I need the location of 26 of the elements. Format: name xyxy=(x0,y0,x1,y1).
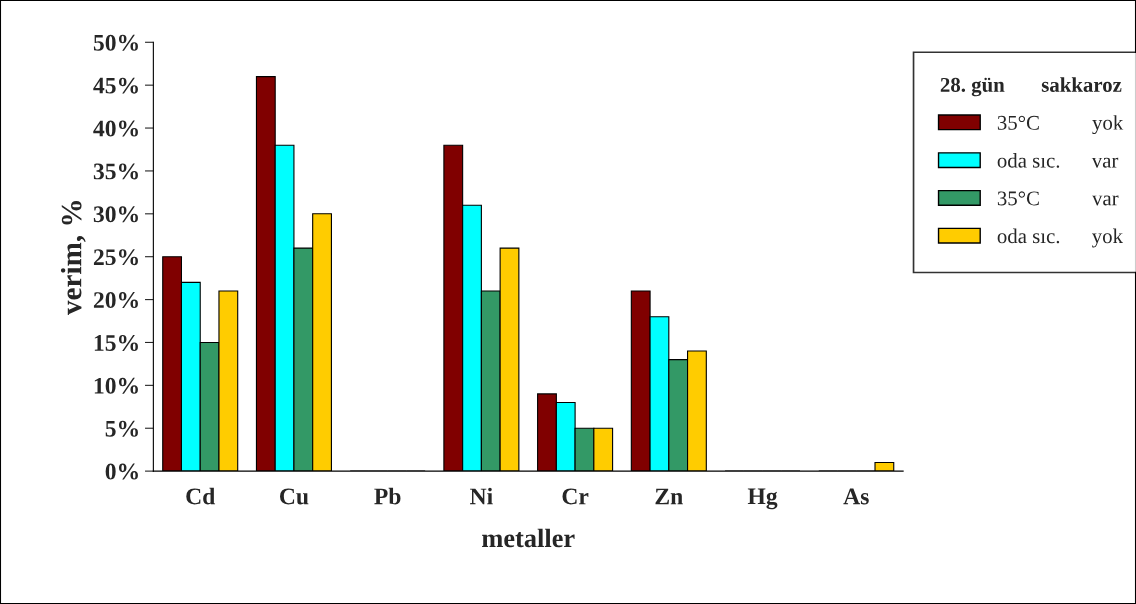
x-tick-label: Hg xyxy=(747,488,778,510)
y-tick-label: 30% xyxy=(93,206,138,223)
x-tick-label: Ni xyxy=(470,487,493,505)
y-tick-label: 25% xyxy=(93,249,138,266)
y-tick-label: 20% xyxy=(93,292,138,309)
x-tick-label: Cd xyxy=(186,487,216,505)
y-tick-label: 45% xyxy=(93,77,138,94)
y-tick-label: 35% xyxy=(93,163,138,180)
y-axis-title: verim, % xyxy=(60,201,86,316)
legend-label: 35°C var xyxy=(997,191,1119,206)
x-tick-label: Cr xyxy=(562,488,589,505)
x-tick-label: Cu xyxy=(280,488,309,505)
y-tick-label: 40% xyxy=(93,120,138,137)
legend-label: oda sıc. yok xyxy=(997,228,1124,248)
legend-label: oda sıc. var xyxy=(997,152,1119,168)
y-tick-label: 10% xyxy=(94,377,138,394)
y-tick-label: 15% xyxy=(94,334,138,351)
y-tick-label: 0% xyxy=(105,463,138,480)
x-tick-label: As xyxy=(843,488,869,505)
x-axis-title: metaller xyxy=(482,528,575,548)
y-tick-label: 50% xyxy=(93,34,138,51)
x-tick-label: Zn xyxy=(655,488,683,505)
y-tick-label: 5% xyxy=(105,420,138,437)
legend-title: 28. gün sakkaroz xyxy=(940,77,1122,97)
legend-label: 35°C yok xyxy=(997,115,1124,135)
x-tick-label: Pb xyxy=(374,487,401,505)
